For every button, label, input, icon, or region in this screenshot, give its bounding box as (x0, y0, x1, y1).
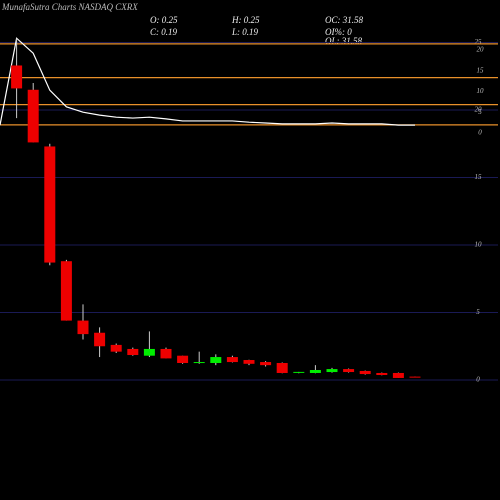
y2-tick-label: 0 (478, 129, 482, 137)
candle-body (376, 372, 388, 376)
candle-body (127, 348, 139, 356)
candle-body (193, 362, 205, 364)
y2-tick-label: 5 (478, 108, 482, 116)
stat-text: OI%: 0 (325, 27, 352, 37)
stat-text: C: 0.19 (150, 27, 178, 37)
candle-body (309, 370, 321, 373)
candle-body (44, 146, 56, 263)
candle-body (226, 357, 238, 363)
candle-body (143, 348, 155, 356)
y2-tick-label: 20 (477, 45, 485, 53)
y-tick-label: 0 (476, 376, 480, 384)
candle-body (177, 355, 189, 363)
stat-text: L: 0.19 (231, 27, 259, 37)
candle-body (293, 371, 305, 373)
line-series (0, 37, 415, 126)
y-tick-label: 20 (475, 106, 483, 114)
y-tick-label: 10 (475, 241, 483, 249)
candle-body (243, 360, 255, 364)
candle-body (359, 370, 371, 375)
stat-text: O: 0.25 (150, 15, 178, 25)
candle-body (392, 372, 404, 378)
candle-body (210, 357, 222, 363)
candle-body (260, 362, 272, 366)
candle-body (276, 362, 288, 373)
y2-tick-label: 10 (477, 87, 485, 95)
chart-title: MunafaSutra Charts NASDAQ CXRX (1, 2, 138, 12)
stat-text: OC: 31.58 (325, 15, 363, 25)
candle-body (60, 261, 72, 321)
y-tick-label: 15 (475, 173, 483, 181)
stat-text: H: 0.25 (231, 15, 260, 25)
candle-body (409, 376, 421, 378)
candle-body (77, 320, 89, 335)
y-tick-label: 25 (475, 38, 483, 46)
candle-body (11, 65, 23, 89)
y2-tick-label: 15 (477, 66, 485, 74)
candle-body (27, 89, 39, 143)
candle-body (94, 332, 106, 347)
candle-body (343, 369, 355, 373)
candle-body (160, 348, 172, 359)
candle-body (326, 369, 338, 373)
y-tick-label: 5 (476, 308, 480, 316)
candle-body (110, 344, 122, 352)
stat-text: OL: 31.58 (325, 36, 363, 46)
